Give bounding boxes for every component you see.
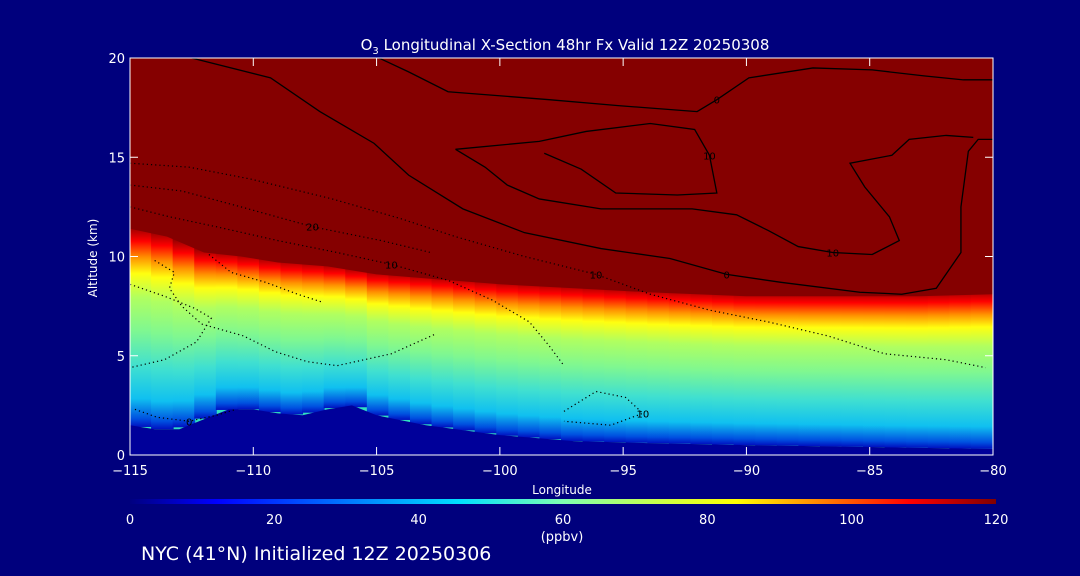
ozone-column [431,273,455,428]
contour-label: 10 [826,249,839,260]
ozone-column [280,257,304,415]
x-tick-label: −110 [235,464,271,479]
y-tick-label: 10 [108,251,125,266]
contour-label: 0 [714,96,720,107]
plot-area [130,58,993,455]
ozone-column [151,229,174,430]
x-tick-label: −85 [856,464,883,479]
contour-label: 10 [637,409,650,420]
contour-line [191,58,993,295]
ozone-column [668,287,692,444]
colorbar-tick-label: 100 [839,513,864,528]
ozone-column [453,275,476,431]
ozone-column [776,290,800,446]
x-tick-label: −105 [359,464,395,479]
contour-line [455,134,974,256]
ozone-column [755,290,778,446]
ozone-column [733,290,757,446]
x-tick-label: −95 [609,464,636,479]
contour-label: 10 [385,260,398,271]
ozone-column [323,261,347,409]
contour-line [378,58,993,113]
y-tick-label: 20 [108,52,125,67]
ozone-column [604,284,627,443]
terrain-region [130,405,993,455]
colorbar-unit-label: (ppbv) [541,530,584,545]
ozone-column [798,290,821,447]
contour-label: 20 [306,223,319,234]
chart-title: O3 Longitudinal X-Section 48hr Fx Valid … [361,36,770,57]
x-axis-label: Longitude [532,483,592,497]
ozone-column [474,277,498,434]
ozone-column [496,278,519,436]
ozone-column [366,268,390,416]
footer-caption: NYC (41°N) Initialized 12Z 20250306 [141,543,492,565]
contour-label: 10 [703,151,716,162]
title-rest: Longitudinal X-Section 48hr Fx Valid 12Z… [379,36,770,54]
colorbar-tick-label: 20 [266,513,283,528]
x-tick-label: −100 [482,464,518,479]
ozone-column [949,289,972,449]
ozone-column [388,270,411,420]
stratosphere-region [130,58,993,297]
ozone-column [237,251,260,410]
ozone-column [690,288,714,445]
title-subscript: 3 [372,46,378,57]
ozone-column [970,288,993,449]
contour-line [455,122,718,196]
y-tick-label: 5 [117,350,125,365]
ozone-column [582,283,606,442]
ozone-column [819,290,843,447]
ozone-column [863,290,886,448]
y-tick-label: 0 [117,449,125,464]
contour-label: 0 [724,270,730,281]
ozone-column [539,281,562,440]
ozone-column [561,282,584,441]
ozone-column [927,289,951,449]
ozone-column [884,290,908,448]
ozone-column [345,265,368,408]
colorbar-tick-label: 120 [984,513,1009,528]
y-axis-label: Altitude (km) [86,219,100,298]
ozone-column [302,259,325,413]
ozone-column [517,279,541,438]
ozone-column [647,286,670,444]
ozone-column [841,290,865,447]
contour-line [130,283,213,369]
colorbar-tick-label: 40 [410,513,427,528]
ozone-column [215,249,239,410]
colorbar-gradient [130,499,996,504]
ozone-column [172,237,196,428]
ozone-column [906,290,929,448]
ozone-column [712,289,735,445]
colorbar: 0 20 40 60 80 100 120 [126,499,1009,528]
y-tick-label: 15 [108,151,125,166]
title-prefix: O [361,36,373,54]
x-tick-label: −115 [112,464,148,479]
ozone-column [409,271,433,425]
colorbar-tick-label: 0 [126,513,134,528]
contour-label: 10 [590,270,603,281]
contour-line [130,206,565,367]
x-tick-label: −80 [979,464,1006,479]
ozone-column [258,255,282,413]
ozone-column [194,246,217,419]
plot-axes: −115 −110 −105 −100 −95 −90 −85 −80 0 5 10 15 20 [108,52,1006,479]
ozone-column [130,225,153,427]
colorbar-tick-label: 80 [699,513,716,528]
contour-lines: 0 0 10 10 10 20 10 10 0 [130,58,993,428]
contour-line [154,259,436,367]
colorbar-tick-label: 60 [555,513,572,528]
contour-label: 0 [186,417,192,428]
x-tick-label: −90 [733,464,760,479]
